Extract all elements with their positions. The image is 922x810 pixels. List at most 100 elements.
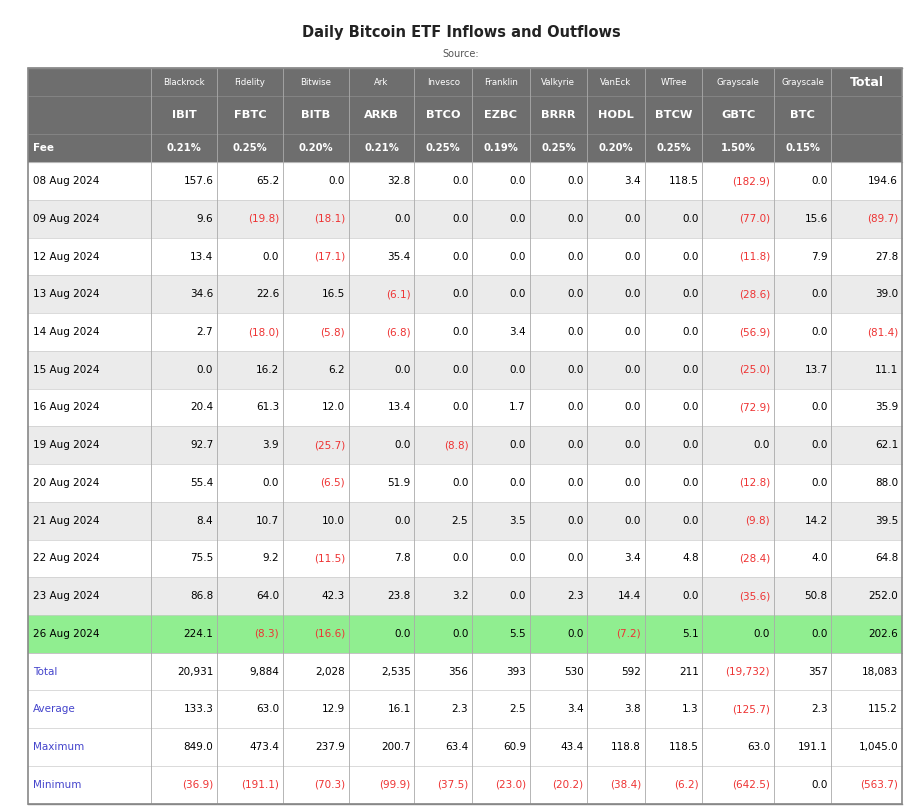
Text: 0.0: 0.0 [452, 364, 468, 375]
Text: 0.0: 0.0 [625, 289, 641, 300]
Text: 10.7: 10.7 [256, 516, 279, 526]
Text: 0.0: 0.0 [395, 364, 410, 375]
Text: 1.3: 1.3 [682, 704, 699, 714]
Text: 10.0: 10.0 [322, 516, 345, 526]
Text: 0.0: 0.0 [510, 289, 526, 300]
Text: 0.0: 0.0 [682, 289, 699, 300]
Text: ARKB: ARKB [364, 110, 399, 120]
Text: 0.0: 0.0 [510, 591, 526, 601]
Text: Ark: Ark [374, 78, 389, 87]
Text: (6.2): (6.2) [674, 780, 699, 790]
Text: 92.7: 92.7 [190, 440, 213, 450]
Bar [28, 765, 902, 804]
Bar [28, 351, 902, 389]
Text: 23 Aug 2024: 23 Aug 2024 [33, 591, 100, 601]
Text: 0.0: 0.0 [567, 516, 584, 526]
Text: 39.0: 39.0 [875, 289, 898, 300]
Text: 1,045.0: 1,045.0 [858, 742, 898, 752]
Text: 15.6: 15.6 [804, 214, 828, 224]
Text: 0.0: 0.0 [197, 364, 213, 375]
Text: 09 Aug 2024: 09 Aug 2024 [33, 214, 100, 224]
Text: 0.0: 0.0 [510, 177, 526, 186]
Text: 115.2: 115.2 [869, 704, 898, 714]
Text: 0.25%: 0.25% [656, 143, 691, 153]
Text: 0.0: 0.0 [682, 591, 699, 601]
Text: 61.3: 61.3 [255, 403, 279, 412]
Text: 3.4: 3.4 [509, 327, 526, 337]
Text: (18.0): (18.0) [248, 327, 279, 337]
Text: WTree: WTree [660, 78, 687, 87]
Bar [28, 389, 902, 426]
Text: 1.7: 1.7 [509, 403, 526, 412]
Text: 224.1: 224.1 [183, 629, 213, 639]
Text: 0.0: 0.0 [625, 440, 641, 450]
Text: 20,931: 20,931 [177, 667, 213, 676]
Text: (81.4): (81.4) [867, 327, 898, 337]
Text: (125.7): (125.7) [732, 704, 770, 714]
Text: 0.0: 0.0 [682, 214, 699, 224]
Text: 0.15%: 0.15% [785, 143, 820, 153]
Bar [28, 501, 902, 539]
Text: Grayscale: Grayscale [716, 78, 760, 87]
Text: 0.25%: 0.25% [541, 143, 575, 153]
Text: 2.3: 2.3 [567, 591, 584, 601]
Text: 0.0: 0.0 [452, 629, 468, 639]
Bar [28, 464, 902, 501]
Text: (9.8): (9.8) [745, 516, 770, 526]
Text: 16.2: 16.2 [255, 364, 279, 375]
Text: 19 Aug 2024: 19 Aug 2024 [33, 440, 100, 450]
Text: 16 Aug 2024: 16 Aug 2024 [33, 403, 100, 412]
Text: Invesco: Invesco [427, 78, 460, 87]
Text: Fee: Fee [33, 143, 54, 153]
Text: (99.9): (99.9) [380, 780, 410, 790]
Bar [28, 96, 902, 134]
Bar [28, 162, 902, 200]
Text: 0.0: 0.0 [395, 629, 410, 639]
Text: 0.0: 0.0 [263, 478, 279, 488]
Text: 0.0: 0.0 [510, 440, 526, 450]
Text: (11.8): (11.8) [739, 252, 770, 262]
Text: 0.0: 0.0 [682, 516, 699, 526]
Text: 356: 356 [448, 667, 468, 676]
Text: 202.6: 202.6 [869, 629, 898, 639]
Text: BTC: BTC [790, 110, 815, 120]
Text: 0.0: 0.0 [452, 289, 468, 300]
Text: 0.0: 0.0 [625, 478, 641, 488]
Text: 18,083: 18,083 [862, 667, 898, 676]
Text: 0.0: 0.0 [567, 177, 584, 186]
Text: (6.1): (6.1) [386, 289, 410, 300]
Text: 12.0: 12.0 [322, 403, 345, 412]
Text: 0.0: 0.0 [510, 214, 526, 224]
Text: 0.0: 0.0 [682, 478, 699, 488]
Text: 211: 211 [679, 667, 699, 676]
Text: FBTC: FBTC [233, 110, 266, 120]
Text: (18.1): (18.1) [313, 214, 345, 224]
Text: (5.8): (5.8) [320, 327, 345, 337]
Text: 0.0: 0.0 [811, 440, 828, 450]
Text: 08 Aug 2024: 08 Aug 2024 [33, 177, 100, 186]
Text: 13 Aug 2024: 13 Aug 2024 [33, 289, 100, 300]
Text: (191.1): (191.1) [242, 780, 279, 790]
Text: 12.9: 12.9 [322, 704, 345, 714]
Text: 0.0: 0.0 [452, 478, 468, 488]
Text: 0.0: 0.0 [567, 364, 584, 375]
Text: Minimum: Minimum [33, 780, 81, 790]
Text: 849.0: 849.0 [183, 742, 213, 752]
Text: 0.0: 0.0 [682, 252, 699, 262]
Text: 9.2: 9.2 [263, 553, 279, 564]
Text: 27.8: 27.8 [875, 252, 898, 262]
Text: (25.7): (25.7) [313, 440, 345, 450]
Text: 0.25%: 0.25% [232, 143, 267, 153]
Text: 592: 592 [621, 667, 641, 676]
Text: 0.0: 0.0 [452, 327, 468, 337]
Text: (6.5): (6.5) [320, 478, 345, 488]
Text: Fidelity: Fidelity [234, 78, 266, 87]
Text: 237.9: 237.9 [315, 742, 345, 752]
Text: 8.4: 8.4 [196, 516, 213, 526]
Text: 23.8: 23.8 [387, 591, 410, 601]
Text: 0.0: 0.0 [625, 364, 641, 375]
Text: BRRR: BRRR [541, 110, 575, 120]
Text: 0.21%: 0.21% [364, 143, 399, 153]
Text: 0.0: 0.0 [682, 327, 699, 337]
Text: 0.0: 0.0 [811, 177, 828, 186]
